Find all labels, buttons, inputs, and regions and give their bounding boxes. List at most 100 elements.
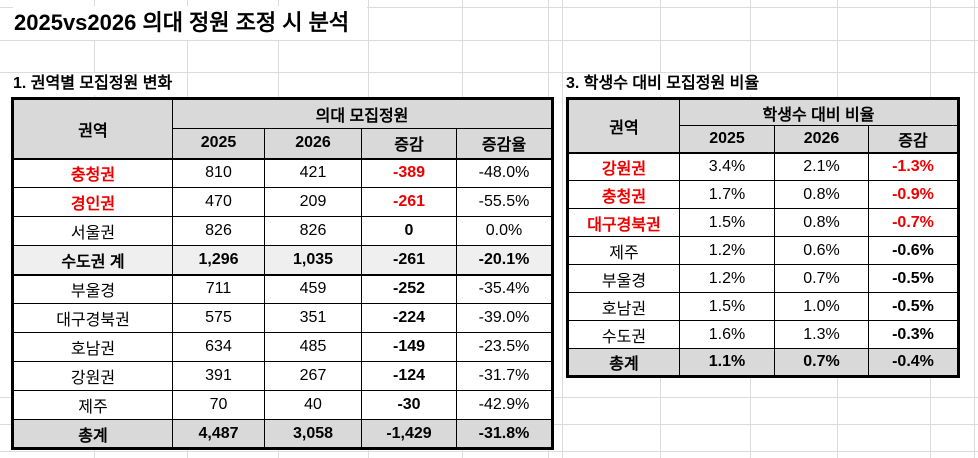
cell-y2025[interactable]: 1.2% [679, 264, 775, 293]
cell-rate[interactable]: -31.8% [455, 419, 554, 449]
cell-rate[interactable]: -39.0% [455, 303, 554, 333]
cell-y2025[interactable]: 1.5% [679, 292, 775, 321]
cell-diff[interactable]: -124 [361, 361, 457, 391]
cell-region[interactable]: 호남권 [12, 332, 173, 362]
cell-rate[interactable]: -42.9% [455, 390, 554, 420]
cell-diff[interactable]: -0.4% [868, 348, 959, 377]
cell-rate[interactable]: -31.7% [455, 361, 554, 391]
cell-region[interactable]: 충청권 [567, 180, 680, 209]
cell-y2026[interactable]: 0.6% [774, 236, 869, 265]
cell-y2025[interactable]: 391 [172, 361, 265, 391]
cell-y2026[interactable]: 459 [264, 274, 362, 304]
cell-y2026[interactable]: 1.3% [774, 320, 869, 349]
cell-y2025[interactable]: 3.4% [679, 152, 775, 181]
cell-y2025[interactable]: 575 [172, 303, 265, 333]
cell-diff[interactable]: -0.3% [868, 320, 959, 349]
cell-region[interactable]: 제주 [12, 390, 173, 420]
cell-y2026[interactable]: 3,058 [264, 419, 362, 449]
table-row: 충청권 810 421 -389 -48.0% [12, 158, 554, 188]
table-row: 총계 4,487 3,058 -1,429 -31.8% [12, 419, 554, 449]
cell-y2026[interactable]: 267 [264, 361, 362, 391]
cell-region[interactable]: 강원권 [567, 152, 680, 181]
cell-y2025[interactable]: 634 [172, 332, 265, 362]
cell-region[interactable]: 제주 [567, 236, 680, 265]
header-region[interactable]: 권역 [567, 98, 680, 154]
cell-diff[interactable]: -252 [361, 274, 457, 304]
cell-region[interactable]: 수도권 [567, 320, 680, 349]
cell-y2026[interactable]: 0.8% [774, 180, 869, 209]
header-region[interactable]: 권역 [12, 98, 173, 160]
cell-y2025[interactable]: 1.6% [679, 320, 775, 349]
cell-region[interactable]: 충청권 [12, 158, 173, 188]
header-rate[interactable]: 증감율 [455, 128, 554, 160]
cell-y2025[interactable]: 1.2% [679, 236, 775, 265]
cell-y2025[interactable]: 470 [172, 187, 265, 217]
cell-diff[interactable]: 0 [361, 216, 457, 246]
header-2026[interactable]: 2026 [264, 128, 362, 160]
cell-rate[interactable]: -35.4% [455, 274, 554, 304]
cell-diff[interactable]: -0.9% [868, 180, 959, 209]
cell-y2026[interactable]: 209 [264, 187, 362, 217]
cell-diff[interactable]: -149 [361, 332, 457, 362]
cell-y2026[interactable]: 1.0% [774, 292, 869, 321]
cell-region[interactable]: 대구경북권 [12, 303, 173, 333]
cell-region[interactable]: 수도권 계 [12, 245, 173, 276]
cell-y2025[interactable]: 1.5% [679, 208, 775, 237]
header-diff[interactable]: 증감 [868, 125, 959, 154]
cell-diff[interactable]: -0.7% [868, 208, 959, 237]
cell-y2026[interactable]: 2.1% [774, 152, 869, 181]
cell-rate[interactable]: -48.0% [455, 158, 554, 188]
table-row: 경인권 470 209 -261 -55.5% [12, 187, 554, 217]
cell-rate[interactable]: -55.5% [455, 187, 554, 217]
cell-y2026[interactable]: 485 [264, 332, 362, 362]
cell-y2026[interactable]: 421 [264, 158, 362, 188]
header-2025[interactable]: 2025 [172, 128, 265, 160]
cell-y2025[interactable]: 810 [172, 158, 265, 188]
cell-y2026[interactable]: 826 [264, 216, 362, 246]
cell-y2026[interactable]: 40 [264, 390, 362, 420]
header-group-quota[interactable]: 의대 모집정원 [171, 98, 554, 129]
cell-diff[interactable]: -0.6% [868, 236, 959, 265]
header-group-ratio[interactable]: 학생수 대비 비율 [679, 98, 959, 126]
cell-y2025[interactable]: 826 [172, 216, 265, 246]
cell-y2026[interactable]: 0.7% [774, 348, 869, 377]
cell-y2025[interactable]: 4,487 [172, 419, 265, 449]
table-row: 제주 1.2% 0.6% -0.6% [567, 236, 959, 265]
cell-y2025[interactable]: 1.7% [679, 180, 775, 209]
cell-rate[interactable]: -23.5% [455, 332, 554, 362]
cell-region[interactable]: 부울경 [567, 264, 680, 293]
cell-diff[interactable]: -261 [361, 245, 457, 276]
cell-diff[interactable]: -0.5% [868, 264, 959, 293]
cell-y2025[interactable]: 1,296 [172, 245, 265, 276]
cell-region[interactable]: 총계 [567, 348, 680, 377]
cell-diff[interactable]: -389 [361, 158, 457, 188]
cell-region[interactable]: 부울경 [12, 274, 173, 304]
header-diff[interactable]: 증감 [361, 128, 457, 160]
cell-diff[interactable]: -0.5% [868, 292, 959, 321]
cell-region[interactable]: 서울권 [12, 216, 173, 246]
cell-diff[interactable]: -224 [361, 303, 457, 333]
cell-region[interactable]: 대구경북권 [567, 208, 680, 237]
cell-region[interactable]: 총계 [12, 419, 173, 449]
cell-diff[interactable]: -1,429 [361, 419, 457, 449]
cell-region[interactable]: 호남권 [567, 292, 680, 321]
cell-y2025[interactable]: 1.1% [679, 348, 775, 377]
header-2026[interactable]: 2026 [774, 125, 869, 154]
cell-rate[interactable]: -20.1% [455, 245, 554, 276]
cell-y2025[interactable]: 70 [172, 390, 265, 420]
cell-y2026[interactable]: 351 [264, 303, 362, 333]
gridline-horizontal [0, 40, 978, 41]
cell-diff[interactable]: -1.3% [868, 152, 959, 181]
cell-rate[interactable]: 0.0% [455, 216, 554, 246]
cell-y2026[interactable]: 0.8% [774, 208, 869, 237]
cell-diff[interactable]: -30 [361, 390, 457, 420]
cell-y2025[interactable]: 711 [172, 274, 265, 304]
cell-y2026[interactable]: 1,035 [264, 245, 362, 276]
cell-diff[interactable]: -261 [361, 187, 457, 217]
header-2025[interactable]: 2025 [679, 125, 775, 154]
cell-region[interactable]: 강원권 [12, 361, 173, 391]
cell-region[interactable]: 경인권 [12, 187, 173, 217]
table-header-row: 권역 학생수 대비 비율 [567, 98, 959, 154]
cell-y2026[interactable]: 0.7% [774, 264, 869, 293]
